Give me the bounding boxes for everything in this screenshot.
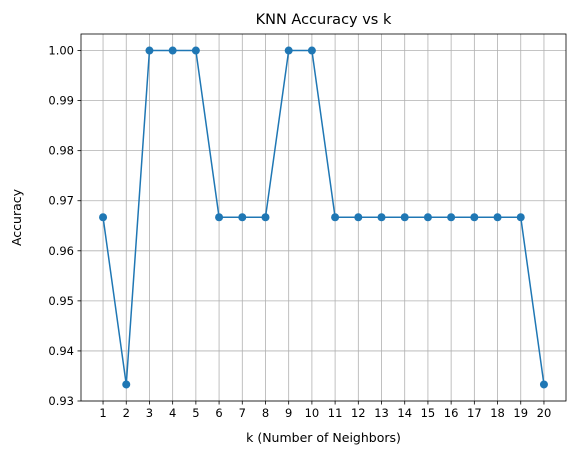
x-tick-label: 13 [374, 406, 389, 420]
data-point [307, 46, 316, 55]
data-point [284, 46, 293, 55]
x-tick-label: 2 [123, 406, 130, 420]
y-tick-label: 0.98 [48, 144, 74, 158]
x-tick-label: 14 [397, 406, 412, 420]
x-tick-label: 16 [444, 406, 459, 420]
data-point [493, 213, 502, 222]
y-axis-label: Accuracy [9, 188, 24, 246]
data-point [470, 213, 479, 222]
data-point [539, 380, 548, 389]
y-tick-label: 0.95 [48, 294, 74, 308]
y-tick-label: 0.97 [48, 194, 74, 208]
data-point [354, 213, 363, 222]
data-point [516, 213, 525, 222]
x-axis-label: k (Number of Neighbors) [246, 430, 401, 445]
data-point [331, 213, 340, 222]
x-tick-label: 4 [169, 406, 176, 420]
chart-title: KNN Accuracy vs k [256, 12, 392, 28]
x-tick-label: 8 [262, 406, 269, 420]
data-point [261, 213, 270, 222]
x-tick-label: 3 [146, 406, 153, 420]
data-point [423, 213, 432, 222]
y-tick-label: 0.99 [48, 94, 74, 108]
x-tick-label: 19 [513, 406, 528, 420]
x-tick-label: 15 [421, 406, 436, 420]
data-point [238, 213, 247, 222]
data-point [145, 46, 154, 55]
data-point [122, 380, 131, 389]
x-axis-ticks: 1 2 3 4 5 6 7 8 9 10 11 12 13 14 15 16 17 18 19 20 [99, 401, 551, 420]
x-tick-label: 6 [215, 406, 222, 420]
y-axis-ticks: 0.93 0.94 0.95 0.96 0.97 0.98 0.99 1.00 [48, 44, 81, 408]
data-point [215, 213, 224, 222]
x-tick-label: 1 [99, 406, 106, 420]
y-tick-label: 0.93 [48, 394, 74, 408]
data-point [377, 213, 386, 222]
y-tick-label: 1.00 [48, 44, 74, 58]
data-point [168, 46, 177, 55]
x-tick-label: 10 [305, 406, 320, 420]
series-line [99, 46, 548, 389]
x-tick-label: 20 [537, 406, 552, 420]
x-tick-label: 12 [351, 406, 366, 420]
x-tick-label: 9 [285, 406, 292, 420]
x-tick-label: 7 [239, 406, 246, 420]
x-tick-label: 11 [328, 406, 343, 420]
x-tick-label: 18 [490, 406, 505, 420]
x-tick-label: 17 [467, 406, 482, 420]
data-point [400, 213, 409, 222]
plot-frame [80, 33, 567, 402]
x-tick-label: 5 [192, 406, 199, 420]
y-tick-label: 0.94 [48, 344, 74, 358]
data-point [191, 46, 200, 55]
y-tick-label: 0.96 [48, 244, 74, 258]
data-point [99, 213, 108, 222]
data-point [447, 213, 456, 222]
